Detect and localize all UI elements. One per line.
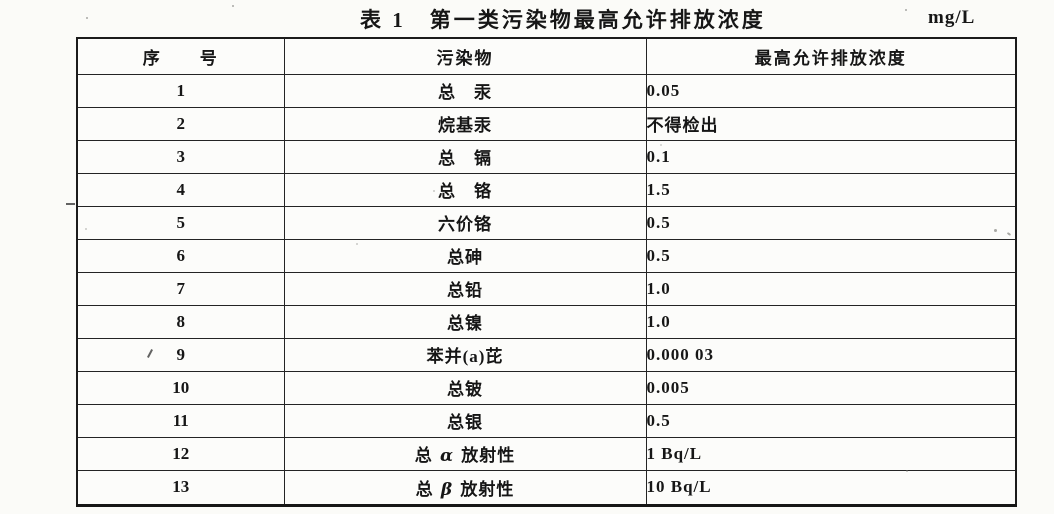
column-header-pollutant: 污染物 bbox=[283, 37, 647, 75]
pollutant-name: 总砷 bbox=[283, 238, 647, 273]
table-row: 3 总 镉 0.1 bbox=[76, 139, 1017, 174]
row-serial-number: 3 bbox=[76, 139, 285, 174]
scan-artifact bbox=[906, 470, 908, 472]
pollutant-name: 总 镉 bbox=[283, 139, 647, 174]
scan-artifact bbox=[86, 17, 88, 19]
scan-artifact bbox=[85, 228, 87, 230]
limit-value: 不得检出 bbox=[645, 106, 1017, 141]
limit-value: 0.005 bbox=[645, 370, 1017, 405]
scan-artifact bbox=[66, 203, 75, 205]
pollutant-name: 总 β 放射性 bbox=[283, 469, 647, 507]
pollutant-name: 总 铬 bbox=[283, 172, 647, 207]
row-serial-number: 11 bbox=[76, 403, 285, 438]
pollutant-name: 六价铬 bbox=[283, 205, 647, 240]
limit-value: 0.05 bbox=[645, 73, 1017, 108]
row-serial-number: 4 bbox=[76, 172, 285, 207]
unit-label: mg/L bbox=[928, 7, 976, 28]
row-serial-number: 5 bbox=[76, 205, 285, 240]
row-serial-number: 9 bbox=[76, 337, 285, 372]
limit-value: 1 Bq/L bbox=[645, 436, 1017, 471]
row-serial-number: 1 bbox=[76, 73, 285, 108]
pollutant-name: 总 汞 bbox=[283, 73, 647, 108]
table-row: 7 总铅 1.0 bbox=[76, 271, 1017, 306]
pollutant-name: 烷基汞 bbox=[283, 106, 647, 141]
pollutant-name: 总银 bbox=[283, 403, 647, 438]
limit-value: 0.000 03 bbox=[645, 337, 1017, 372]
scan-artifact bbox=[433, 190, 435, 192]
table-row: 5 六价铬 0.5 bbox=[76, 205, 1017, 240]
pollutant-name: 总铅 bbox=[283, 271, 647, 306]
table-row: 12 总 α 放射性 1 Bq/L bbox=[76, 436, 1017, 471]
row-serial-number: 10 bbox=[76, 370, 285, 405]
limit-value: 1.5 bbox=[645, 172, 1017, 207]
limit-value: 1.0 bbox=[645, 304, 1017, 339]
scan-artifact bbox=[232, 5, 234, 7]
table-row: 13 总 β 放射性 10 Bq/L bbox=[76, 469, 1017, 507]
pollutant-name: 总 α 放射性 bbox=[283, 436, 647, 471]
limit-value: 1.0 bbox=[645, 271, 1017, 306]
table-row: 2 烷基汞 不得检出 bbox=[76, 106, 1017, 141]
column-header-max-concentration: 最高允许排放浓度 bbox=[645, 37, 1017, 75]
table-row: 1 总 汞 0.05 bbox=[76, 73, 1017, 108]
row-serial-number: 12 bbox=[76, 436, 285, 471]
table-title: 表 1 第一类污染物最高允许排放浓度 bbox=[360, 8, 766, 32]
table-row: 11 总银 0.5 bbox=[76, 403, 1017, 438]
scan-artifact bbox=[905, 9, 907, 11]
limit-value: 0.5 bbox=[645, 238, 1017, 273]
table-header-row: 序 号 污染物 最高允许排放浓度 bbox=[76, 37, 1017, 75]
pollutant-name: 总铍 bbox=[283, 370, 647, 405]
scan-artifact bbox=[994, 229, 997, 232]
row-serial-number: 8 bbox=[76, 304, 285, 339]
pollutant-name: 总镍 bbox=[283, 304, 647, 339]
row-serial-number: 13 bbox=[76, 469, 285, 507]
limit-value: 10 Bq/L bbox=[645, 469, 1017, 507]
table-row: 4 总 铬 1.5 bbox=[76, 172, 1017, 207]
limit-value: 0.5 bbox=[645, 403, 1017, 438]
pollutant-limits-table: 序 号 污染物 最高允许排放浓度 1 总 汞 0.05 2 烷基汞 不得检出 3… bbox=[76, 37, 1017, 507]
column-header-serial-number: 序 号 bbox=[76, 37, 285, 75]
row-serial-number: 6 bbox=[76, 238, 285, 273]
scan-artifact bbox=[660, 144, 662, 146]
scan-artifact bbox=[356, 243, 358, 245]
table-row: 10 总铍 0.005 bbox=[76, 370, 1017, 405]
table-row: 9 苯并(a)芘 0.000 03 bbox=[76, 337, 1017, 372]
table-row: 6 总砷 0.5 bbox=[76, 238, 1017, 273]
limit-value: 0.5 bbox=[645, 205, 1017, 240]
table-row: 8 总镍 1.0 bbox=[76, 304, 1017, 339]
row-serial-number: 2 bbox=[76, 106, 285, 141]
row-serial-number: 7 bbox=[76, 271, 285, 306]
limit-value: 0.1 bbox=[645, 139, 1017, 174]
pollutant-name: 苯并(a)芘 bbox=[283, 337, 647, 372]
